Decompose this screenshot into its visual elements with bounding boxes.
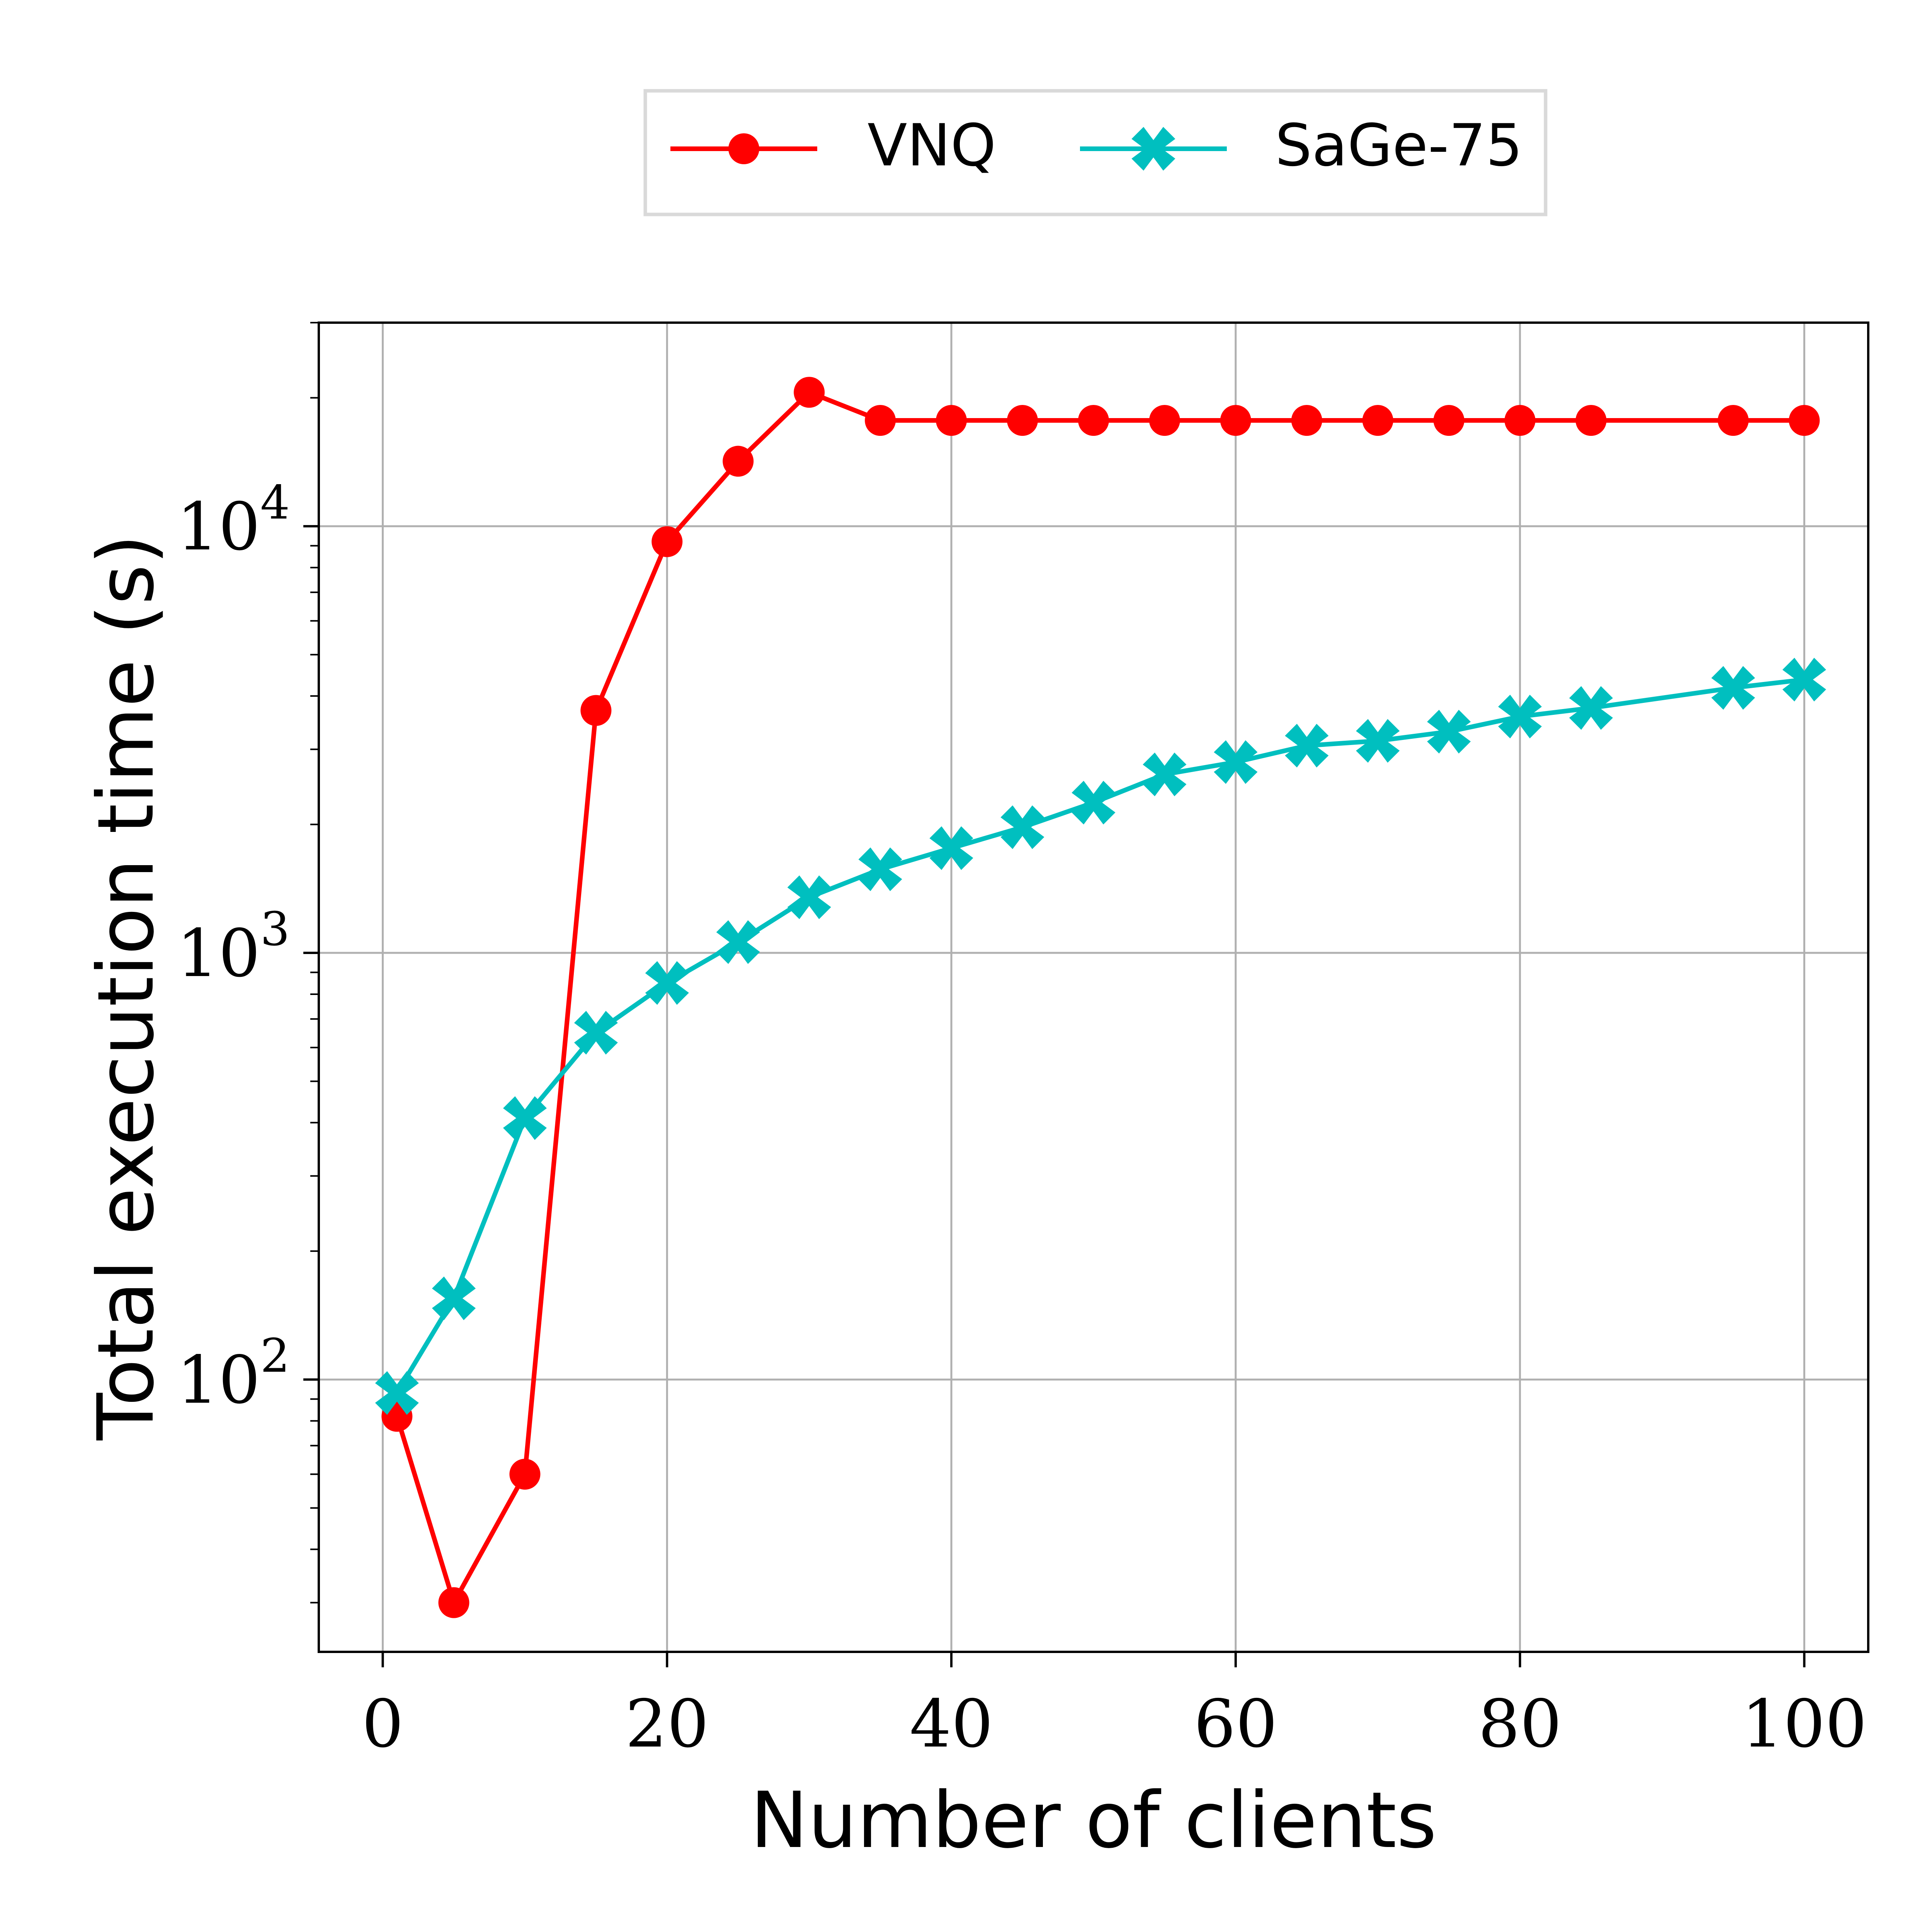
data-point-marker bbox=[1789, 405, 1820, 436]
data-point-marker bbox=[574, 1011, 618, 1055]
data-point-marker bbox=[1498, 694, 1542, 738]
legend-marker-vnq bbox=[728, 133, 759, 164]
data-point-marker bbox=[1711, 666, 1755, 710]
data-point-marker bbox=[1214, 740, 1258, 784]
axis-ticks: 0 20 40 60 80 100 102 103 104 bbox=[177, 322, 1867, 1762]
data-point-marker bbox=[865, 405, 896, 436]
data-point-marker bbox=[1071, 781, 1116, 825]
x-tick-label: 0 bbox=[362, 1686, 403, 1762]
data-point-marker bbox=[723, 446, 754, 477]
series-vnq bbox=[381, 377, 1820, 1618]
data-point-marker bbox=[1569, 686, 1613, 730]
data-point-marker bbox=[1007, 405, 1038, 436]
x-tick-label: 80 bbox=[1478, 1686, 1562, 1762]
data-point-marker bbox=[794, 377, 825, 408]
y-tick-label: 103 bbox=[177, 903, 290, 992]
data-point-marker bbox=[1291, 405, 1322, 436]
x-tick-label: 60 bbox=[1194, 1686, 1277, 1762]
data-point-marker bbox=[787, 875, 831, 919]
data-point-marker bbox=[1356, 719, 1400, 763]
x-tick-label: 100 bbox=[1742, 1686, 1867, 1762]
legend-label-vnq: VNQ bbox=[867, 112, 996, 179]
data-point-marker bbox=[503, 1096, 547, 1140]
legend-label-sage: SaGe-75 bbox=[1275, 112, 1523, 179]
legend-item-sage: SaGe-75 bbox=[1080, 112, 1523, 179]
data-point-marker bbox=[432, 1276, 476, 1320]
data-point-marker bbox=[1427, 709, 1471, 754]
plot-frame bbox=[318, 321, 1869, 1653]
data-point-marker bbox=[651, 526, 683, 557]
data-point-marker bbox=[1149, 405, 1180, 436]
data-point-marker bbox=[1362, 405, 1393, 436]
data-point-marker bbox=[929, 826, 973, 870]
data-point-marker bbox=[1143, 752, 1187, 796]
y-axis-label: Total execution time (s) bbox=[81, 534, 171, 1441]
data-point-marker bbox=[1078, 405, 1109, 436]
data-point-marker bbox=[580, 695, 612, 726]
series-layer bbox=[375, 377, 1826, 1618]
x-axis-label: Number of clients bbox=[750, 1776, 1437, 1866]
y-tick-label: 102 bbox=[177, 1329, 290, 1418]
data-point-marker bbox=[1285, 724, 1329, 768]
data-point-marker bbox=[1575, 405, 1607, 436]
x-tick-label: 20 bbox=[625, 1686, 709, 1762]
legend-item-vnq: VNQ bbox=[670, 112, 996, 179]
y-tick-label: 104 bbox=[177, 476, 290, 565]
legend: VNQ SaGe-75 bbox=[643, 89, 1548, 216]
data-point-marker bbox=[1220, 405, 1251, 436]
data-point-marker bbox=[438, 1587, 469, 1618]
data-point-marker bbox=[1782, 658, 1826, 702]
legend-box bbox=[643, 89, 1548, 216]
data-point-marker bbox=[936, 405, 967, 436]
data-point-marker bbox=[1718, 405, 1749, 436]
data-point-marker bbox=[716, 920, 760, 964]
data-point-marker bbox=[1000, 805, 1044, 849]
data-point-marker bbox=[645, 961, 689, 1005]
data-point-marker bbox=[858, 847, 902, 891]
legend-marker-sage bbox=[1131, 127, 1175, 171]
data-point-marker bbox=[509, 1459, 541, 1490]
data-point-marker bbox=[1504, 405, 1536, 436]
data-point-marker bbox=[1433, 405, 1464, 436]
x-tick-label: 40 bbox=[910, 1686, 993, 1762]
series-sage bbox=[375, 658, 1826, 1415]
data-point-marker bbox=[375, 1371, 419, 1415]
